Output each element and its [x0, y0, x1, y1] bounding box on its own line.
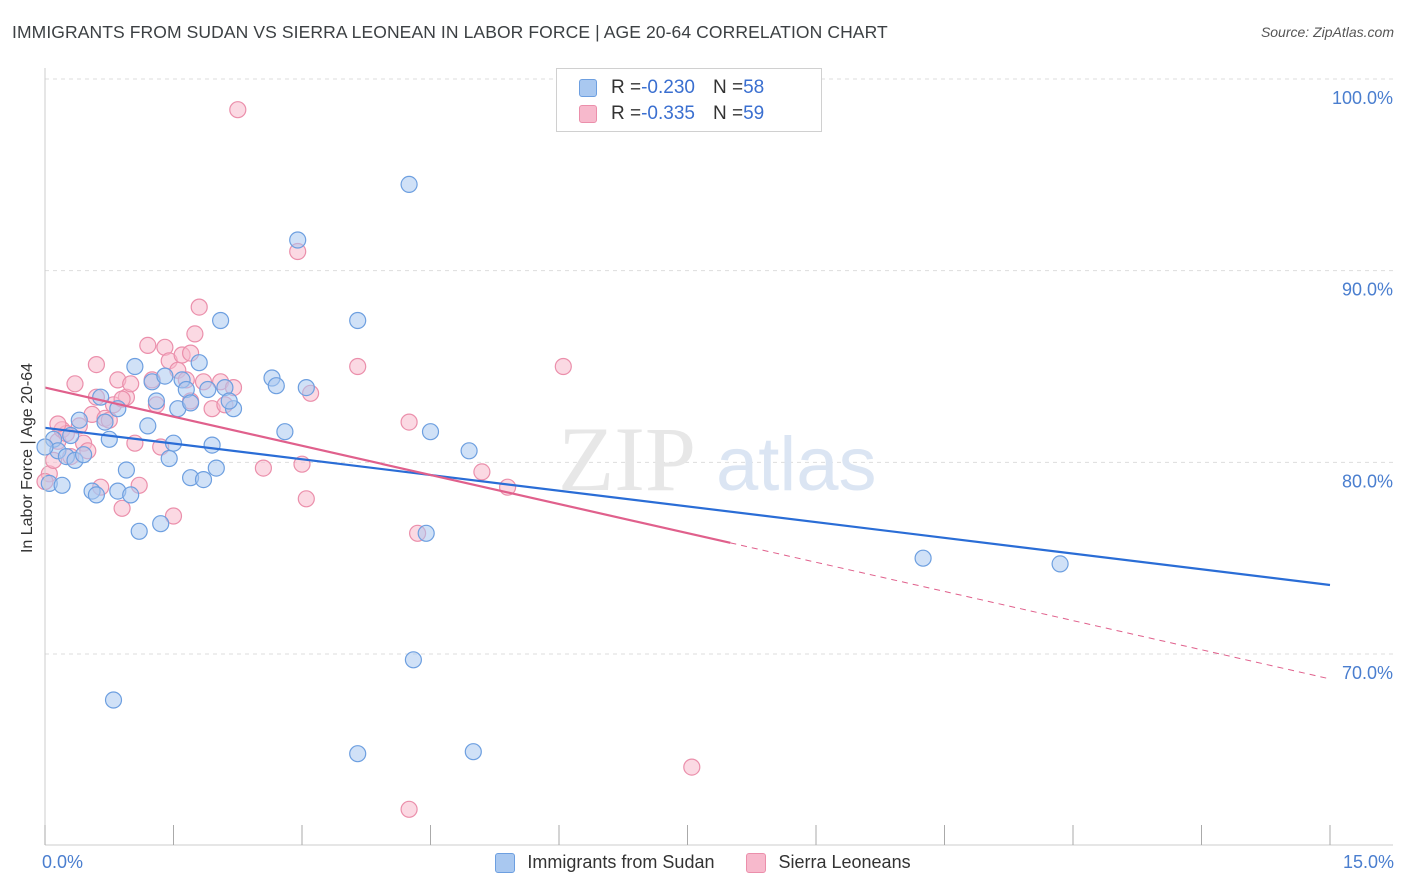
legend-item-sierra-leone: Sierra Leoneans	[746, 852, 911, 873]
point-sudan	[122, 486, 140, 504]
point-sierra-leoneans	[554, 357, 572, 376]
point-sudan	[464, 743, 482, 761]
x-axis-min-label: 0.0%	[42, 852, 84, 872]
point-sudan	[182, 394, 200, 412]
point-sierra-leoneans	[297, 490, 315, 508]
legend-label-sierra-leone: Sierra Leoneans	[778, 852, 911, 872]
point-sudan	[87, 486, 106, 504]
y-tick-label: 100.0%	[1332, 88, 1393, 108]
watermark-atlas: atlas	[716, 422, 877, 507]
legend-r-label: R =	[611, 103, 642, 124]
point-sierra-leoneans	[349, 357, 367, 376]
point-sierra-leoneans	[122, 375, 140, 393]
point-sudan	[1051, 555, 1069, 573]
source-credit: Source: ZipAtlas.com	[1260, 24, 1394, 40]
point-sierra-leoneans	[254, 459, 272, 477]
point-sudan	[139, 417, 157, 435]
point-sudan	[130, 522, 148, 540]
point-sudan	[203, 436, 221, 454]
point-sudan	[276, 423, 294, 441]
point-sierra-leoneans	[400, 800, 418, 818]
point-sierra-leoneans	[683, 758, 701, 776]
point-sierra-leoneans	[139, 336, 157, 354]
y-tick-label: 90.0%	[1342, 280, 1393, 300]
point-sudan	[207, 459, 225, 477]
legend-swatch-blue	[495, 852, 516, 873]
y-tick-label: 70.0%	[1342, 663, 1393, 683]
legend-r-value: -0.335	[641, 103, 695, 124]
series-legend: Immigrants from Sudan Sierra Leoneans	[0, 852, 1406, 873]
legend-item-sudan: Immigrants from Sudan	[495, 852, 714, 873]
point-sudan	[70, 411, 88, 429]
y-tick-label: 80.0%	[1342, 471, 1393, 491]
legend-row-sierra-leone: R = -0.335 N = 59	[579, 102, 764, 126]
point-sierra-leoneans	[66, 375, 84, 393]
x-axis-max-label: 15.0%	[1342, 852, 1394, 872]
point-sudan	[267, 377, 285, 395]
point-sierra-leoneans	[400, 413, 418, 431]
watermark: ZIP atlas	[558, 408, 877, 510]
point-sudan	[349, 311, 367, 330]
point-sudan	[914, 549, 932, 567]
point-sierra-leoneans	[473, 463, 491, 481]
point-sudan	[156, 367, 174, 385]
point-sudan	[194, 471, 213, 489]
point-sierra-leoneans	[164, 507, 183, 525]
grid-layer: 70.0% 80.0% 90.0% 100.0%	[45, 78, 1393, 683]
point-sudan	[417, 524, 435, 542]
point-sierra-leoneans	[186, 325, 204, 343]
point-sierra-leoneans	[229, 101, 247, 119]
y-axis-title: In Labor Force | Age 20-64	[19, 362, 36, 554]
point-sudan	[400, 175, 418, 193]
legend-n-label: N =	[712, 77, 744, 98]
point-sudan	[460, 442, 478, 460]
axis-layer	[44, 68, 1393, 846]
point-sierra-leoneans	[113, 499, 131, 517]
point-sudan	[421, 423, 440, 441]
legend-swatch-pink	[746, 852, 767, 873]
trend-lines	[44, 386, 1331, 680]
legend-swatch-blue	[579, 79, 597, 97]
point-sierra-leoneans	[190, 298, 208, 316]
correlation-legend: R = -0.230 N = 58 R = -0.335 N = 59	[556, 68, 822, 132]
trend-line-sierra-leoneans	[44, 386, 731, 544]
legend-r-label: R =	[611, 77, 642, 98]
point-sudan	[96, 413, 114, 431]
point-sudan	[74, 446, 93, 464]
chart-title: IMMIGRANTS FROM SUDAN VS SIERRA LEONEAN …	[12, 22, 888, 42]
legend-n-value: 58	[743, 77, 765, 98]
point-sudan	[289, 231, 307, 249]
series-sudan-points	[36, 175, 1069, 763]
watermark-zip: ZIP	[558, 408, 696, 510]
point-sudan	[404, 651, 422, 669]
legend-row-sudan: R = -0.230 N = 58	[579, 76, 764, 100]
point-sudan	[100, 430, 118, 448]
point-sudan	[220, 392, 238, 410]
point-sudan	[104, 691, 123, 709]
legend-swatch-pink	[579, 105, 597, 123]
point-sudan	[117, 461, 136, 479]
point-sudan	[199, 380, 217, 399]
trend-line-sierra-leoneans-extrapolated	[730, 542, 1331, 680]
point-sudan	[126, 357, 144, 376]
point-sudan	[190, 354, 208, 372]
legend-n-label: N =	[712, 103, 744, 124]
point-sudan	[53, 476, 71, 494]
point-sudan	[152, 515, 170, 533]
point-sudan	[147, 392, 165, 410]
point-sudan	[92, 388, 110, 406]
point-sudan	[349, 745, 367, 763]
legend-r-value: -0.230	[641, 77, 695, 98]
legend-n-value: 59	[743, 103, 765, 124]
legend-label-sudan: Immigrants from Sudan	[527, 852, 715, 872]
point-sudan	[160, 449, 178, 468]
trend-line-sudan	[44, 426, 1331, 587]
point-sudan	[297, 379, 315, 397]
point-sierra-leoneans	[87, 356, 106, 374]
point-sudan	[212, 311, 230, 330]
